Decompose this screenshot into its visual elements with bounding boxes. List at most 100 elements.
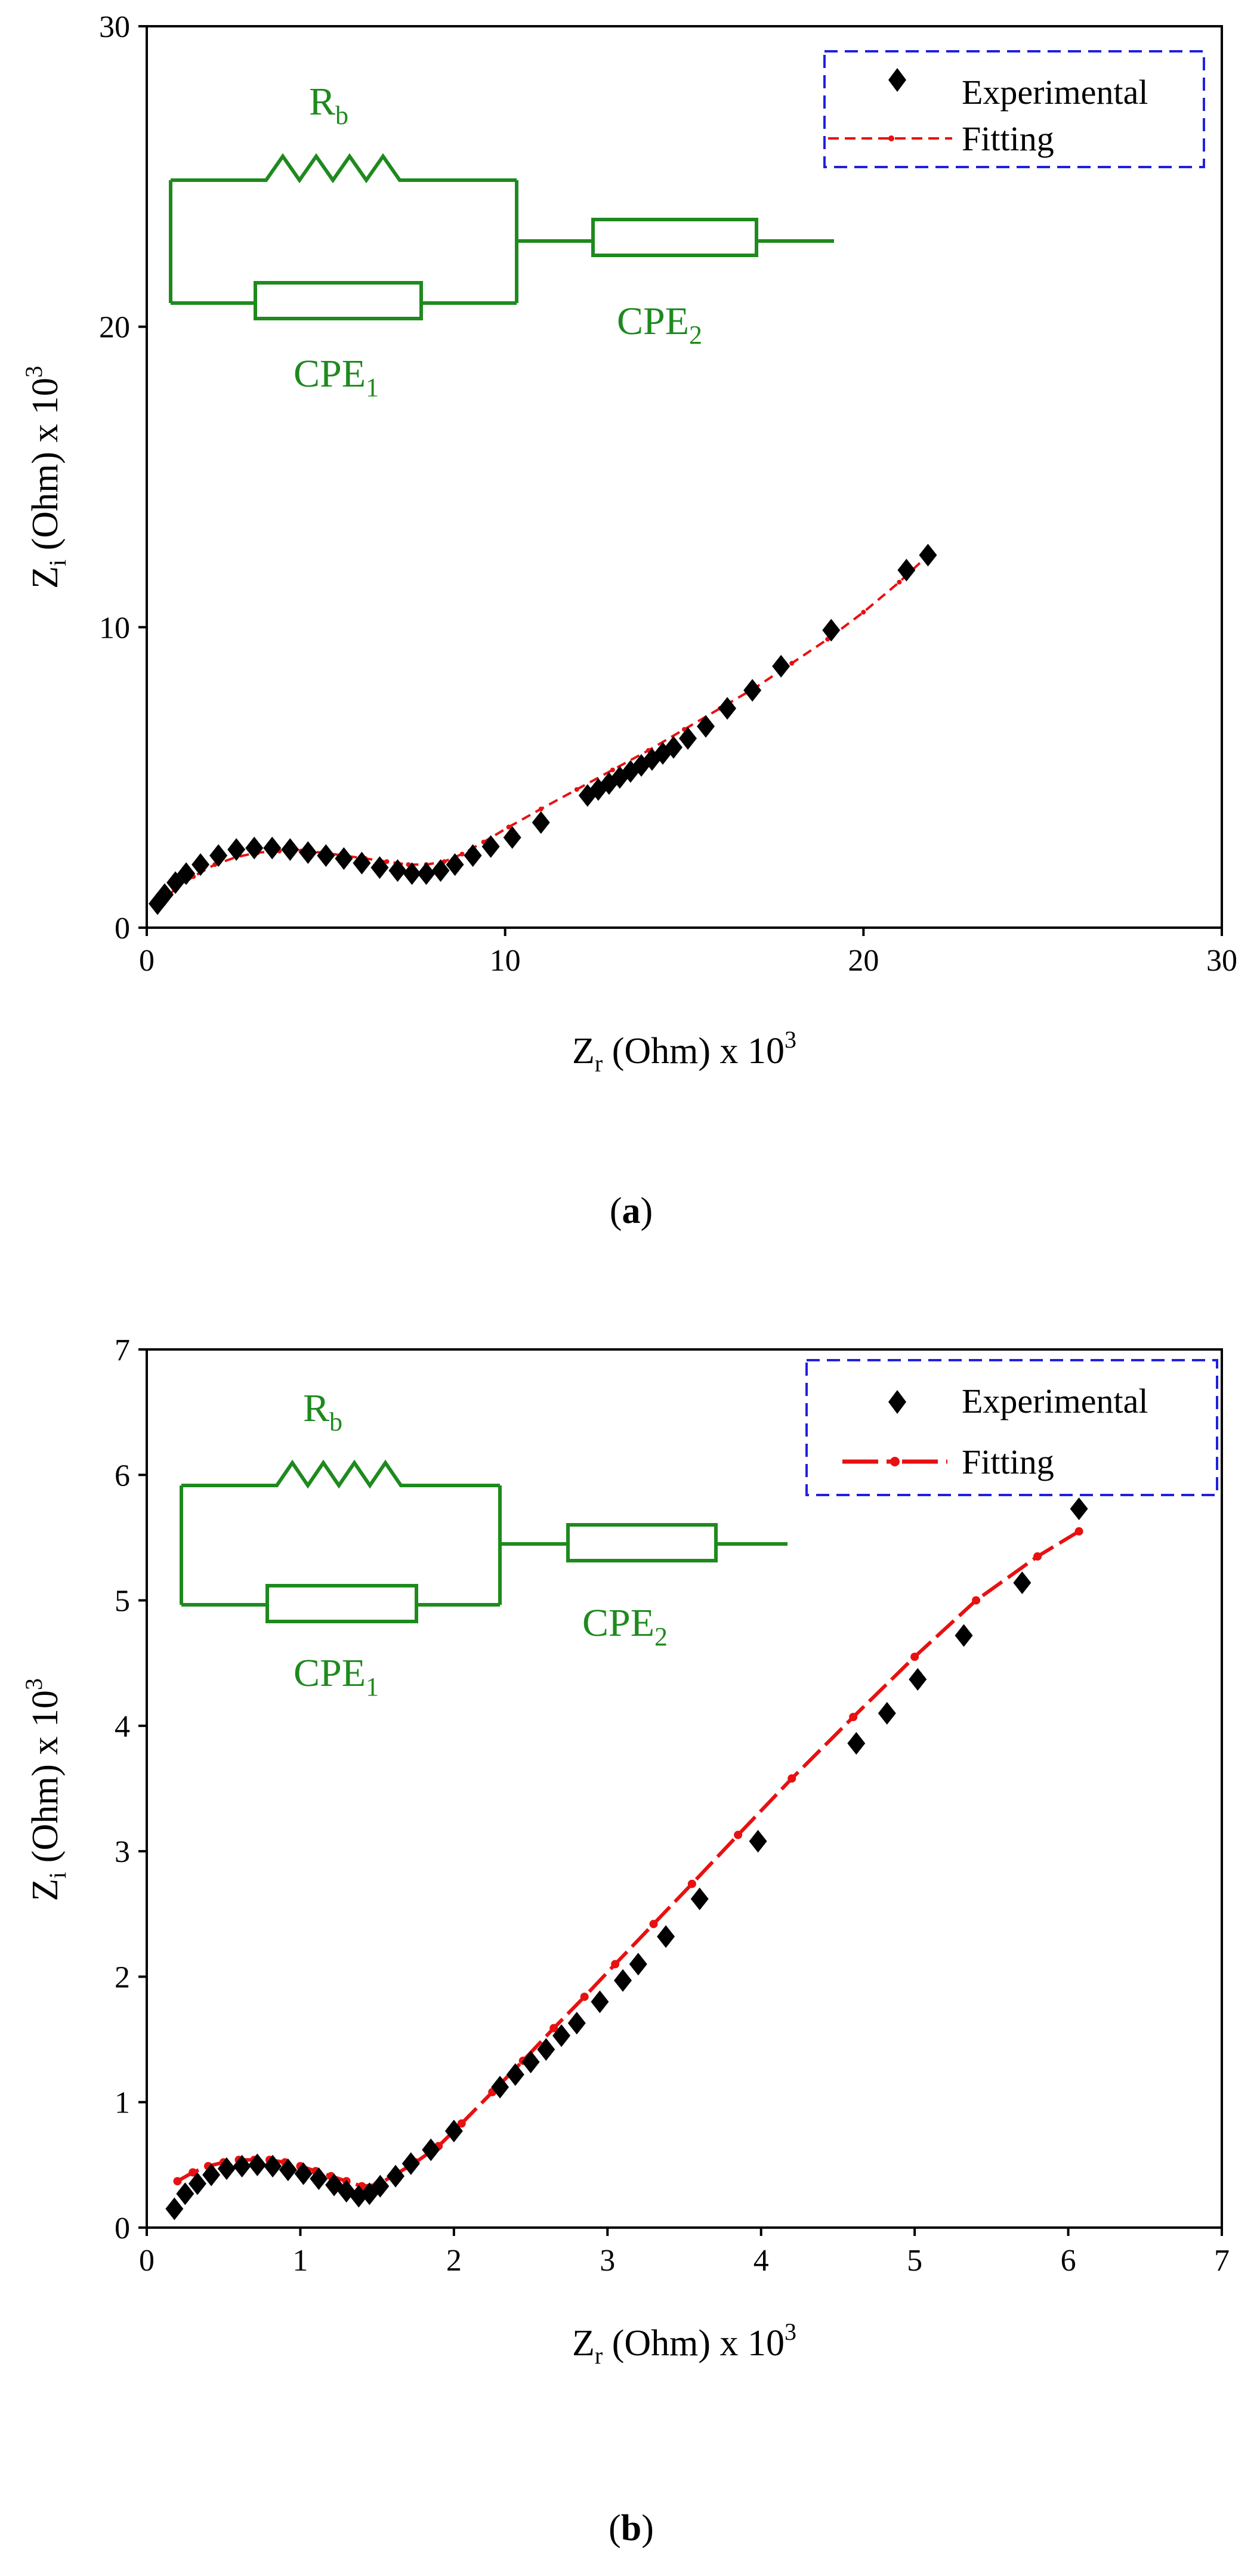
chart-b-legend-fitting-label: Fitting — [962, 1443, 1054, 1481]
chart-b-fitting-point — [173, 2177, 182, 2186]
chart-b-experimental-point — [690, 1888, 709, 1911]
chart-a-fitting-point — [610, 767, 615, 773]
chart-b-experimental-point — [202, 2163, 221, 2186]
chart-a-fitting-point — [789, 660, 795, 666]
chart-a-cpe2-label: CPE2 — [617, 299, 702, 350]
chart-a-experimental-point — [697, 715, 715, 738]
chart-a-cpe1-label: CPE1 — [294, 352, 379, 402]
chart-a-experimental-point — [446, 853, 464, 876]
chart-b-experimental-point — [1013, 1571, 1032, 1595]
chart-b-y-tick-label: 7 — [115, 1333, 130, 1367]
chart-a-experimental-point — [718, 697, 737, 720]
chart-b-cpe2-label: CPE2 — [582, 1601, 668, 1651]
chart-b-legend: Experimental Fitting — [805, 1359, 1218, 1496]
chart-b-fitting-point — [972, 1596, 981, 1605]
chart-a-y-tick-label: 30 — [99, 10, 130, 44]
chart-a-experimental-point — [370, 856, 389, 879]
chart-a-experimental-point — [299, 841, 317, 864]
chart-b-fitting-point — [687, 1879, 696, 1888]
chart-b-experimental-point — [188, 2172, 206, 2195]
chart-b-x-axis-label: Zr (Ohm) x 103 — [572, 2318, 796, 2369]
chart-a-fitting-point — [459, 851, 465, 857]
chart-a-x-axis-label: Zr (Ohm) x 103 — [572, 1026, 796, 1077]
chart-a-experimental-point — [464, 844, 482, 867]
chart-a-legend-fitting-marker — [888, 135, 894, 141]
chart-b-experimental-point — [491, 2075, 509, 2099]
chart-b-circuit-wire-top — [181, 1459, 500, 1489]
chart-b-fitting-point — [457, 2119, 466, 2128]
chart-b-fitting-point — [788, 1774, 796, 1783]
chart-a-experimental-series — [149, 543, 937, 915]
chart-b-experimental-point — [233, 2154, 251, 2177]
chart-b-y-tick-label: 3 — [115, 1835, 130, 1869]
chart-b-experimental-point — [878, 1701, 896, 1725]
chart-b-experimental-point — [552, 2024, 571, 2047]
chart-a-experimental-point — [263, 836, 282, 860]
chart-a-fitting-point — [861, 610, 866, 615]
chart-a-fitting-point — [574, 787, 579, 792]
chart-a-legend-experimental-marker — [888, 68, 906, 92]
chart-a-fitting-point — [538, 807, 543, 812]
chart-a-ticks: 0 10 20 30 0 10 20 30 — [99, 10, 1237, 978]
chart-a-legend-fitting-label: Fitting — [962, 119, 1054, 158]
chart-b-experimental-point — [264, 2154, 282, 2177]
chart-b-experimental-point — [521, 2050, 540, 2074]
chart-a-circuit-wire-top — [171, 153, 517, 184]
chart-a-experimental-point — [743, 679, 762, 702]
chart-b-x-tick-label: 0 — [139, 2244, 155, 2278]
chart-b-legend-experimental-label: Experimental — [962, 1382, 1148, 1420]
chart-b-experimental-point — [176, 2182, 194, 2206]
chart-b-experimental-point — [294, 2162, 313, 2185]
chart-a-legend-experimental-label: Experimental — [962, 73, 1148, 112]
chart-a-experimental-point — [503, 826, 521, 849]
chart-a-experimental-point — [192, 853, 210, 876]
chart-b: 0 1 2 3 4 5 6 7 0 1 2 3 4 5 6 7 Rb CPE1 CPE2 Experiment… — [20, 1333, 1230, 2549]
chart-b-plot-frame — [146, 1348, 1223, 2229]
chart-b-cpe1-element — [265, 1584, 418, 1623]
chart-b-x-tick-label: 6 — [1061, 2244, 1076, 2278]
chart-a-experimental-point — [281, 838, 299, 861]
chart-b-fitting-point — [1033, 1552, 1042, 1561]
chart-a-experimental-point — [481, 835, 500, 858]
chart-b-experimental-point — [310, 2167, 328, 2190]
chart-b-experimental-point — [217, 2157, 236, 2180]
chart-b-experimental-point — [537, 2038, 555, 2061]
chart-b-fitting-point — [611, 1960, 620, 1969]
chart-a-legend-box — [823, 50, 1205, 168]
chart-b-experimental-point — [444, 2120, 463, 2143]
chart-a-experimental-point — [822, 619, 841, 642]
chart-b-y-tick-label: 5 — [115, 1584, 130, 1619]
chart-a-experimental-point — [431, 859, 450, 882]
chart-b-x-tick-label: 7 — [1214, 2244, 1230, 2278]
chart-a-y-axis-label: Zi (Ohm) x 103 — [20, 366, 71, 589]
chart-a-cpe2-element — [591, 218, 758, 257]
chart-a: 0 10 20 30 0 10 20 30 Rb CPE1 CPE2 Experimental… — [20, 10, 1237, 1231]
chart-b-experimental-point — [847, 1732, 866, 1755]
chart-b-legend-fitting-marker — [890, 1457, 900, 1466]
chart-b-x-tick-label: 2 — [446, 2244, 462, 2278]
chart-a-circuit-diagram — [169, 153, 834, 320]
chart-b-experimental-point — [402, 2152, 420, 2175]
chart-a-experimental-point — [532, 811, 550, 834]
chart-a-plot-frame — [146, 25, 1223, 929]
chart-a-x-tick-label: 20 — [848, 944, 879, 978]
chart-b-fitting-point — [1074, 1527, 1083, 1536]
chart-b-fitting-point — [189, 2168, 197, 2177]
chart-b-y-axis-label: Zi (Ohm) x 103 — [20, 1678, 71, 1901]
chart-b-experimental-point — [387, 2164, 405, 2188]
chart-b-experimental-point — [955, 1624, 973, 1647]
chart-a-resistor-label: Rb — [309, 80, 348, 130]
chart-a-experimental-point — [664, 736, 682, 759]
chart-b-experimental-point — [614, 1969, 632, 1992]
chart-a-legend: Experimental Fitting — [823, 50, 1205, 168]
chart-b-experimental-series — [165, 1497, 1088, 2220]
chart-b-resistor-label: Rb — [303, 1386, 342, 1437]
chart-b-experimental-point — [279, 2158, 297, 2182]
chart-b-x-tick-label: 4 — [753, 2244, 769, 2278]
chart-a-fitting-point — [384, 859, 390, 864]
chart-b-experimental-point — [248, 2153, 267, 2176]
chart-a-experimental-point — [403, 862, 421, 885]
chart-b-cpe2-element — [566, 1523, 718, 1562]
chart-a-experimental-point — [227, 838, 246, 861]
chart-a-experimental-point — [353, 851, 371, 875]
